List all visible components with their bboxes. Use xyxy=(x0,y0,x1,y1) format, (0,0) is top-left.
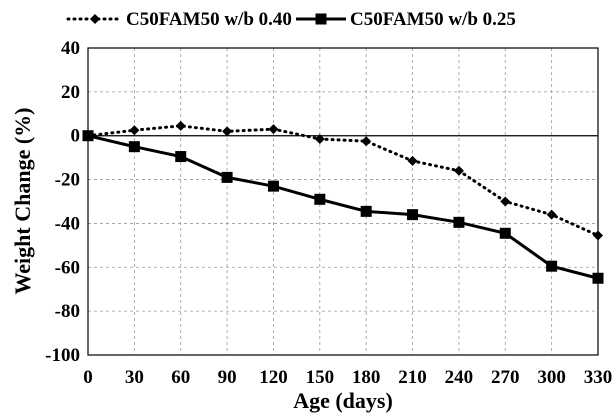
y-tick-labels: 40 20 0 -20 -40 -60 -80 -100 xyxy=(45,38,80,366)
legend-label: C50FAM50 w/b 0.40 xyxy=(126,9,292,30)
data-point xyxy=(267,180,279,192)
x-tick-label: 180 xyxy=(352,367,381,388)
data-point xyxy=(221,171,233,183)
y-tick-label: 40 xyxy=(61,38,80,59)
data-point xyxy=(500,196,511,207)
data-point xyxy=(128,141,140,153)
series-line xyxy=(87,134,599,280)
y-tick-label: 20 xyxy=(61,82,80,103)
legend-marker xyxy=(315,13,327,25)
data-point xyxy=(407,209,419,221)
grid xyxy=(88,48,598,355)
series-1 xyxy=(83,120,603,241)
x-tick-labels: 0 30 60 90 120 150 180 210 240 270 300 330 xyxy=(83,367,612,388)
x-tick-label: 150 xyxy=(306,367,335,388)
x-tick-label: 60 xyxy=(171,367,190,388)
data-point xyxy=(361,136,372,147)
x-tick-label: 240 xyxy=(445,367,474,388)
x-tick-label: 270 xyxy=(491,367,520,388)
x-tick-label: 210 xyxy=(398,367,427,388)
legend: C50FAM50 w/b 0.40 C50FAM50 w/b 0.25 xyxy=(66,9,516,30)
y-tick-label: -80 xyxy=(55,301,80,322)
y-tick-label: -60 xyxy=(55,257,80,278)
legend-item-2: C50FAM50 w/b 0.25 xyxy=(296,9,516,30)
data-point xyxy=(546,260,558,272)
data-point xyxy=(175,151,187,163)
data-point xyxy=(222,126,233,137)
y-tick-label: -40 xyxy=(55,213,80,234)
y-tick-label: 0 xyxy=(71,126,81,147)
x-tick-label: 90 xyxy=(218,367,237,388)
data-point xyxy=(407,155,418,166)
data-point xyxy=(314,134,325,145)
data-point xyxy=(268,124,279,135)
data-point xyxy=(453,216,465,228)
data-point xyxy=(593,230,603,241)
data-point xyxy=(82,130,94,142)
y-tick-label: -100 xyxy=(45,345,80,366)
x-tick-label: 30 xyxy=(125,367,144,388)
data-point xyxy=(129,125,140,136)
series-lines xyxy=(82,120,604,284)
data-point xyxy=(360,205,372,217)
legend-marker xyxy=(90,14,100,24)
y-tick-label: -20 xyxy=(55,170,80,191)
plot-area xyxy=(87,47,599,356)
data-point xyxy=(499,227,511,239)
series-line xyxy=(86,124,600,237)
legend-label: C50FAM50 w/b 0.25 xyxy=(350,9,516,30)
series-2 xyxy=(82,130,604,284)
legend-item-1: C50FAM50 w/b 0.40 xyxy=(66,9,292,30)
x-tick-label: 300 xyxy=(537,367,566,388)
x-tick-label: 120 xyxy=(259,367,288,388)
x-axis-title: Age (days) xyxy=(293,388,393,413)
data-point xyxy=(453,165,464,176)
data-point xyxy=(314,193,326,205)
data-point xyxy=(592,272,604,284)
x-tick-label: 0 xyxy=(83,367,93,388)
data-point xyxy=(175,120,186,131)
data-point xyxy=(546,209,557,220)
y-axis-title: Weight Change (%) xyxy=(10,108,35,295)
x-tick-label: 330 xyxy=(584,367,613,388)
